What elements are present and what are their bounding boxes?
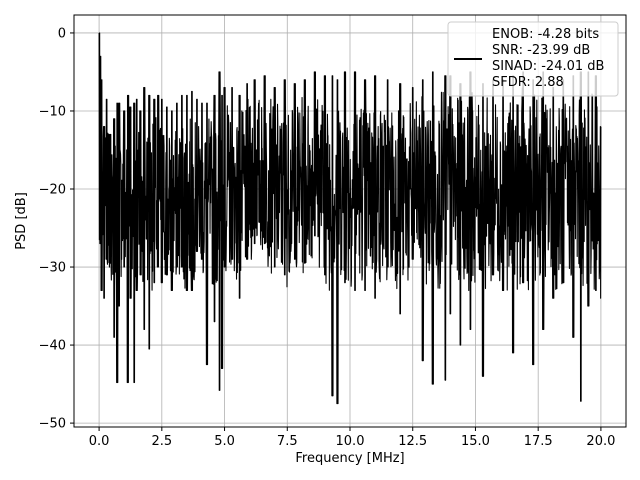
legend-sinad: SINAD: -24.01 dB <box>492 59 604 74</box>
x-tick-label: 10.0 <box>336 434 365 449</box>
y-tick-label: 0 <box>58 26 66 41</box>
x-tick-label: 15.0 <box>461 434 490 449</box>
y-tick-label: −10 <box>39 104 66 119</box>
y-tick-label: −30 <box>39 261 66 276</box>
axis-ticks: 0.0 2.5 5.0 7.5 10.0 12.5 15.0 17.5 20.0 0 −10 −20 −… <box>39 26 616 449</box>
legend-sfdr: SFDR: 2.88 <box>492 75 564 90</box>
legend-enob: ENOB: -4.28 bits <box>492 27 599 42</box>
x-tick-label: 12.5 <box>398 434 427 449</box>
x-tick-label: 20.0 <box>586 434 615 449</box>
legend-box <box>447 21 619 97</box>
x-tick-label: 2.5 <box>151 434 172 449</box>
x-tick-label: 17.5 <box>524 434 553 449</box>
y-tick-label: −20 <box>39 183 66 198</box>
x-tick-label: 0.0 <box>89 434 110 449</box>
x-tick-label: 5.0 <box>214 434 235 449</box>
y-tick-label: −40 <box>39 339 66 354</box>
y-tick-label: −50 <box>39 417 66 432</box>
psd-series-line <box>98 32 602 405</box>
legend-snr: SNR: -23.99 dB <box>492 43 590 58</box>
psd-trace <box>98 32 602 405</box>
x-tick-label: 7.5 <box>277 434 298 449</box>
y-axis-label: PSD [dB] <box>14 192 29 250</box>
legend: ENOB: -4.28 bits SNR: -23.99 dB SINAD: -… <box>447 21 619 97</box>
x-axis-label: Frequency [MHz] <box>295 451 404 466</box>
